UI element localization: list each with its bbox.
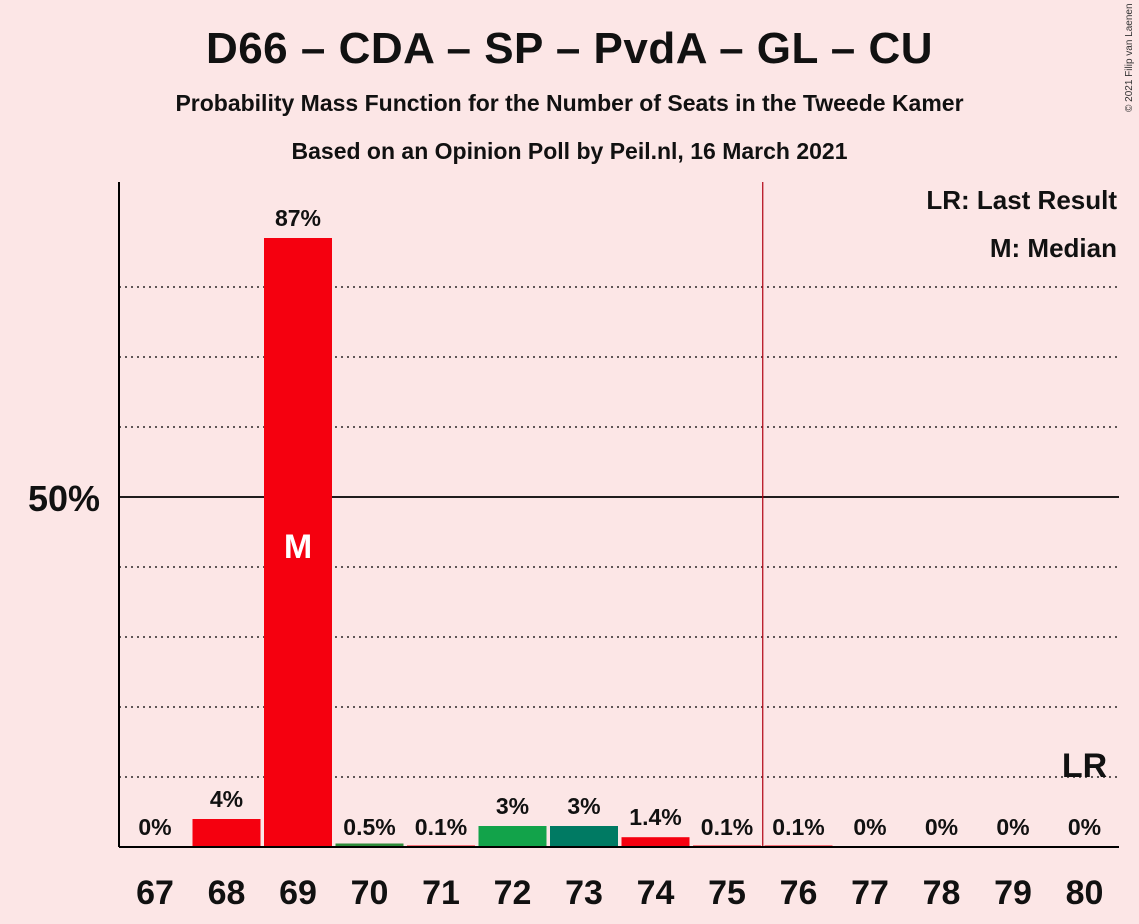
data-label-80: 0%: [1068, 814, 1101, 840]
median-marker: M: [284, 528, 312, 566]
bar-72: [478, 826, 547, 847]
legend-entry: M: Median: [990, 233, 1117, 263]
data-label-68: 4%: [210, 786, 243, 812]
last-result-marker: LR: [1062, 747, 1107, 785]
x-tick-label-74: 74: [637, 874, 675, 912]
legend-entry: LR: Last Result: [926, 185, 1117, 215]
data-label-73: 3%: [567, 793, 600, 819]
x-tick-label-71: 71: [422, 874, 460, 912]
data-label-75: 0.1%: [701, 814, 753, 840]
x-tick-label-80: 80: [1066, 874, 1104, 912]
x-tick-label-75: 75: [708, 874, 746, 912]
x-tick-label-77: 77: [851, 874, 889, 912]
data-label-76: 0.1%: [772, 814, 824, 840]
data-label-71: 0.1%: [415, 814, 467, 840]
bar-68: [192, 819, 261, 847]
data-label-72: 3%: [496, 793, 529, 819]
chart-source-line: Based on an Opinion Poll by Peil.nl, 16 …: [291, 138, 848, 164]
data-label-67: 0%: [138, 814, 171, 840]
bar-69: [264, 238, 332, 847]
x-tick-label-73: 73: [565, 874, 603, 912]
data-label-70: 0.5%: [343, 814, 395, 840]
chart-subtitle: Probability Mass Function for the Number…: [175, 90, 964, 116]
x-tick-label-70: 70: [351, 874, 389, 912]
data-label-78: 0%: [925, 814, 958, 840]
x-tick-label-68: 68: [208, 874, 246, 912]
x-tick-label-72: 72: [494, 874, 532, 912]
y-tick-label: 50%: [28, 478, 100, 519]
x-tick-label-76: 76: [780, 874, 818, 912]
data-label-74: 1.4%: [629, 804, 681, 830]
x-tick-label-69: 69: [279, 874, 317, 912]
bar-70: [335, 843, 404, 847]
bar-74: [621, 837, 690, 847]
bar-73: [550, 826, 618, 847]
x-tick-label-78: 78: [923, 874, 961, 912]
chart-title: D66 – CDA – SP – PvdA – GL – CU: [205, 24, 934, 73]
data-label-69: 87%: [275, 205, 321, 231]
data-label-77: 0%: [853, 814, 886, 840]
x-tick-label-79: 79: [994, 874, 1032, 912]
data-label-79: 0%: [996, 814, 1029, 840]
x-tick-label-67: 67: [136, 874, 174, 912]
